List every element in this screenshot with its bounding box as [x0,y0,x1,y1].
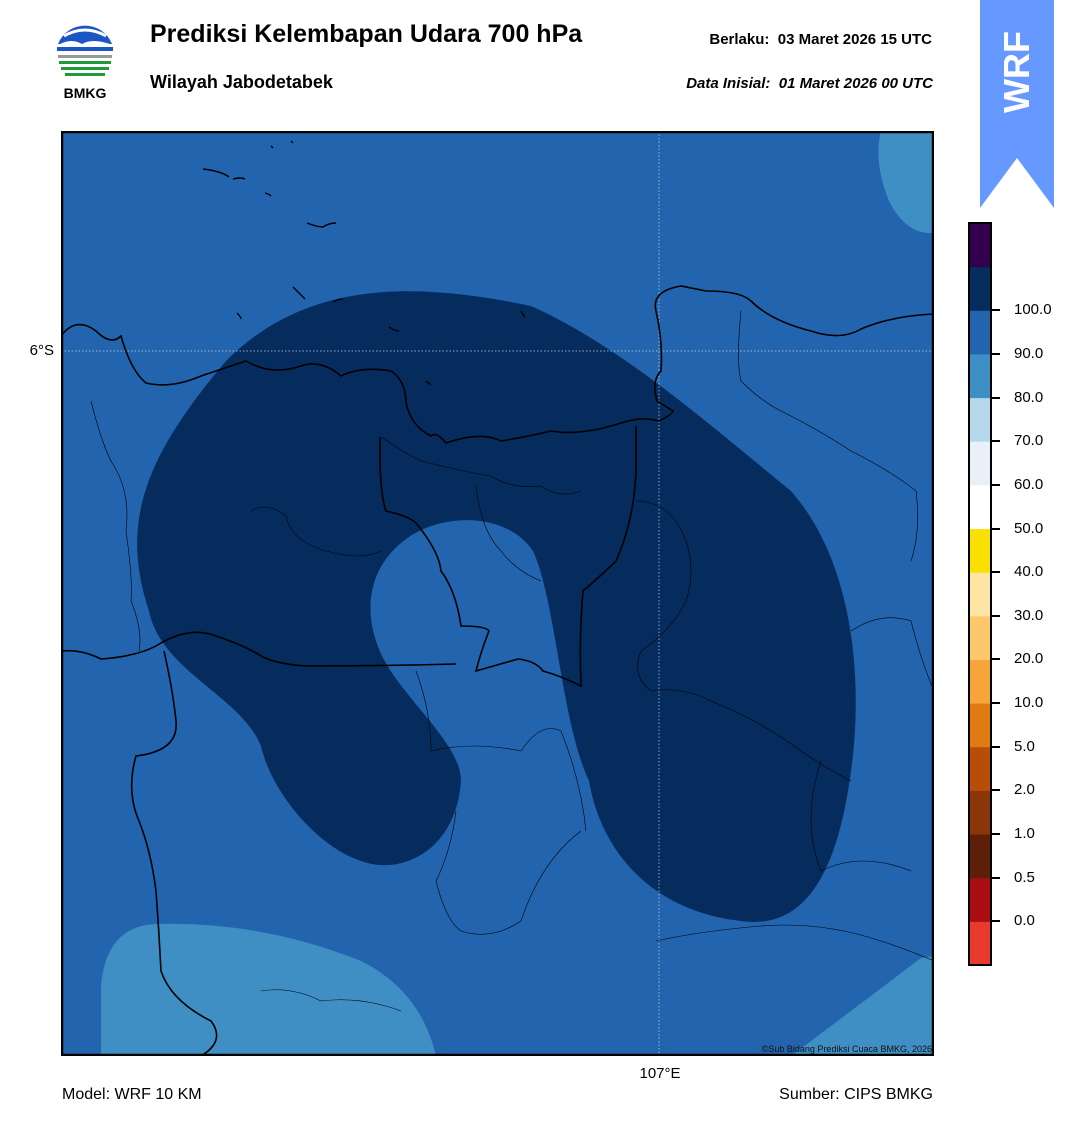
colorbar-tick-label: 20.0 [1014,650,1044,668]
colorbar-segment [969,790,991,835]
valid-label: Berlaku: [709,31,770,48]
province-boundary-west [130,650,218,1056]
colorbar-tick-label: 80.0 [1014,388,1044,406]
colorbar-tick-mark [992,833,1000,836]
regency-boundaries [90,310,934,1012]
colorbar-tick-mark [992,352,1000,355]
colorbar-tick-mark [992,876,1000,879]
colorbar-tick-label: 50.0 [1014,519,1044,537]
colorbar-tick-mark [992,702,1000,705]
humidity-band-70-80-ne [878,131,934,234]
colorbar-segment [969,877,991,922]
colorbar-segment [969,834,991,879]
copyright-note: ©Sub Bidang Prediksi Cuaca BMKG, 2026 [761,1044,932,1054]
colorbar-tick-label: 2.0 [1014,781,1035,799]
colorbar-segment [969,921,991,966]
valid-time: Berlaku: 03 Maret 2026 15 UTC [560,31,932,48]
colorbar-tick-mark [992,483,1000,486]
colorbar-tick-mark [992,527,1000,530]
colorbar-tick-label: 90.0 [1014,344,1044,362]
colorbar-segment [969,746,991,791]
colorbar-segment [969,703,991,748]
init-value: 01 Maret 2026 00 UTC [778,75,933,92]
colorbar-tick-label: 10.0 [1014,694,1044,712]
colorbar-tick-label: 40.0 [1014,563,1044,581]
colorbar-tick-label: 70.0 [1014,432,1044,450]
colorbar-segment [969,266,991,311]
colorbar-tick-mark [992,571,1000,574]
colorbar-segment [969,484,991,530]
colorbar-segment [969,310,991,355]
colorbar-tick-mark [992,789,1000,792]
colorbar-tick-mark [992,658,1000,661]
source-label: Sumber: CIPS BMKG [779,1086,933,1103]
lat-label: 6°S [29,342,54,359]
map-svg [60,130,935,1057]
wrf-badge-text-wrap: WRF [980,0,1054,150]
colorbar-segment [969,659,991,704]
colorbar-segment [969,397,991,442]
model-label: Model: WRF 10 KM [62,1086,202,1103]
colorbar-segment [969,441,991,486]
logo-text: BMKG [64,85,107,101]
humidity-map [60,130,935,1057]
colorbar-segment [969,353,991,399]
colorbar-frame [968,222,992,966]
province-boundary-east [379,426,637,688]
colorbar-tick-label: 30.0 [1014,606,1044,624]
colorbar-segment [969,615,991,660]
init-label: Data Inisial: [686,75,771,92]
wrf-banner [980,0,1054,208]
humidity-band-70-80-se [791,956,934,1056]
bmkg-logo: BMKG [52,20,118,102]
colorbar-tick-mark [992,745,1000,748]
lon-label: 107°E [639,1065,681,1082]
colorbar-tick-label: 60.0 [1014,475,1044,493]
colorbar-tick-label: 5.0 [1014,737,1035,755]
colorbar-tick-mark [992,440,1000,443]
page-title: Prediksi Kelembapan Udara 700 hPa [150,20,583,48]
init-time: Data Inisial: 01 Maret 2026 00 UTC [520,75,933,92]
colorbar-tick-label: 100.0 [1014,301,1052,319]
colorbar-tick-mark [992,396,1000,399]
wrf-badge-text: WRF [996,31,1037,113]
thousand-islands [202,140,526,386]
colorbar-tick-mark [992,920,1000,923]
colorbar-tick-mark [992,309,1000,312]
colorbar-segment [969,223,991,268]
colorbar [968,222,992,966]
colorbar-segment [969,528,991,573]
map-frame [60,130,935,1057]
colorbar-tick-label: 0.0 [1014,912,1035,930]
colorbar-tick-label: 0.5 [1014,868,1035,886]
valid-value: 03 Maret 2026 15 UTC [777,31,932,48]
colorbar-tick-label: 1.0 [1014,825,1035,843]
province-boundary-south [61,631,457,667]
region-subtitle: Wilayah Jabodetabek [150,72,333,92]
colorbar-tick-mark [992,614,1000,617]
colorbar-segment [969,572,991,617]
coastline [61,285,934,444]
colorbar-svg [968,222,992,966]
humidity-band-90-100 [137,291,856,922]
